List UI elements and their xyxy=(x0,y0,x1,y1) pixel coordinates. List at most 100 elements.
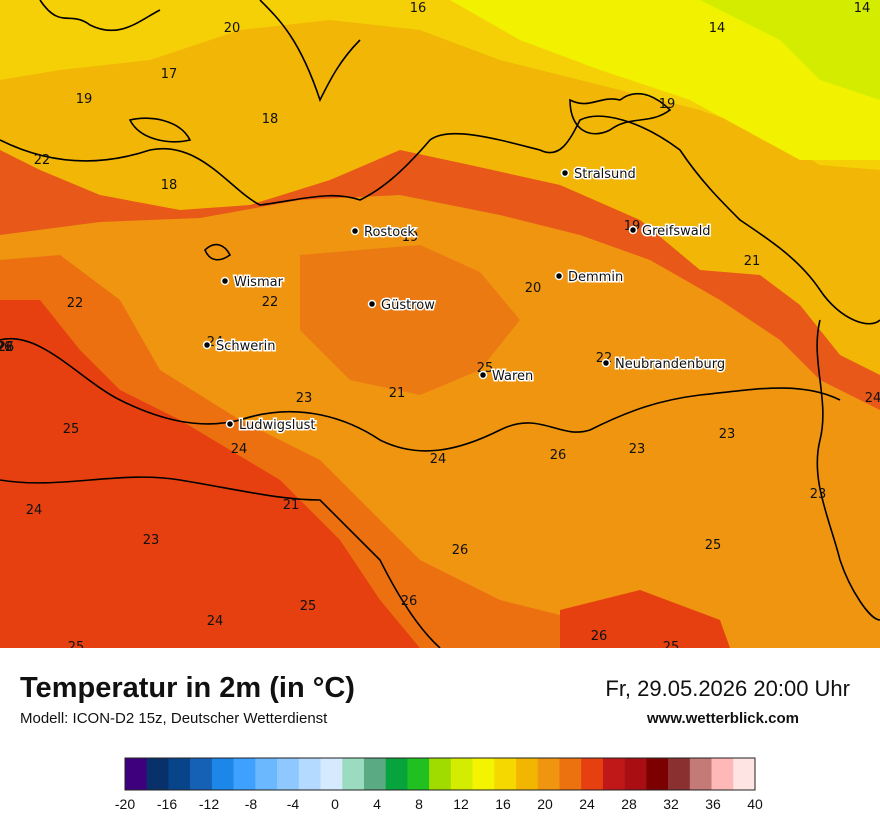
scale-swatch xyxy=(733,758,756,790)
city-label-ludwigslust: Ludwigslust xyxy=(239,418,316,433)
scale-swatch xyxy=(211,758,234,790)
scale-swatch xyxy=(450,758,473,790)
scale-tick-label: 36 xyxy=(705,796,721,812)
city-label-waren: Waren xyxy=(492,369,533,384)
value-label: 23 xyxy=(719,427,736,442)
value-label: 22 xyxy=(0,340,13,355)
city-marker-greifswald xyxy=(628,225,638,235)
value-label: 25 xyxy=(63,422,80,437)
city-marker-schwerin xyxy=(202,340,212,350)
scale-tick-label: -20 xyxy=(115,796,135,812)
value-label: 26 xyxy=(550,448,567,463)
scale-tick-label: 8 xyxy=(415,796,423,812)
city-label-wismar: Wismar xyxy=(234,275,284,290)
value-label: 26 xyxy=(452,543,469,558)
scale-swatch xyxy=(407,758,430,790)
city-marker-güstrow xyxy=(367,299,377,309)
temperature-color-scale: -20 -16 -12 -8 -4 0 4 8 12 16 20 24 28 32 36 40 xyxy=(115,757,763,812)
value-label: 22 xyxy=(34,153,51,168)
scale-tick-label: 32 xyxy=(663,796,679,812)
value-label: 25 xyxy=(300,599,317,614)
city-marker-wismar xyxy=(220,276,230,286)
scale-swatch xyxy=(363,758,386,790)
scale-swatch xyxy=(233,758,256,790)
value-label: 26 xyxy=(401,594,418,609)
scale-tick-label: 4 xyxy=(373,796,381,812)
model-info: Modell: ICON-D2 15z, Deutscher Wetterdie… xyxy=(20,710,328,727)
coastlines-borders xyxy=(0,0,880,648)
scale-swatch xyxy=(125,758,148,790)
scale-swatch xyxy=(168,758,191,790)
city-markers: Stralsund Rostock Greifswald Wismar Demmin Gü… xyxy=(202,166,727,435)
city-label-demmin: Demmin xyxy=(568,270,623,285)
scale-swatch xyxy=(146,758,169,790)
value-label: 25 xyxy=(663,640,680,648)
temperature-map: 1614142017191819221819192120222225222423… xyxy=(0,0,880,648)
value-label: 23 xyxy=(143,533,160,548)
city-marker-waren xyxy=(478,370,488,380)
scale-swatch xyxy=(255,758,278,790)
scale-swatch xyxy=(537,758,560,790)
scale-tick-label: -8 xyxy=(245,796,258,812)
scale-tick-label: -16 xyxy=(157,796,177,812)
map-title: Temperatur in 2m (in °C) xyxy=(20,672,355,704)
scale-swatch xyxy=(320,758,343,790)
scale-swatch xyxy=(494,758,517,790)
city-marker-stralsund xyxy=(560,168,570,178)
forecast-datetime: Fr, 29.05.2026 20:00 Uhr xyxy=(605,676,850,701)
scale-tick-label: -4 xyxy=(287,796,300,812)
city-marker-neubrandenburg xyxy=(601,358,611,368)
value-label: 22 xyxy=(262,295,279,310)
scale-swatch xyxy=(624,758,647,790)
scale-tick-label: -12 xyxy=(199,796,219,812)
value-label: 24 xyxy=(865,391,880,406)
scale-swatch xyxy=(689,758,712,790)
scale-tick-labels: -20 -16 -12 -8 -4 0 4 8 12 16 20 24 28 32 36 40 xyxy=(115,796,763,812)
website-link[interactable]: www.wetterblick.com xyxy=(647,710,799,727)
scale-tick-label: 28 xyxy=(621,796,637,812)
value-label: 18 xyxy=(262,112,279,127)
scale-swatch xyxy=(298,758,321,790)
city-label-greifswald: Greifswald xyxy=(642,224,711,239)
scale-swatch xyxy=(385,758,408,790)
city-marker-ludwigslust xyxy=(225,419,235,429)
value-label: 19 xyxy=(659,97,676,112)
value-label: 26 xyxy=(0,340,14,355)
value-label: 23 xyxy=(810,487,827,502)
city-marker-demmin xyxy=(554,271,564,281)
scale-tick-label: 0 xyxy=(331,796,339,812)
city-label-stralsund: Stralsund xyxy=(574,167,636,182)
value-label: 21 xyxy=(389,386,406,401)
scale-swatch xyxy=(472,758,495,790)
value-label: 24 xyxy=(207,614,224,629)
scale-tick-label: 24 xyxy=(579,796,595,812)
value-label: 25 xyxy=(705,538,722,553)
value-label: 21 xyxy=(283,498,300,513)
scale-swatch xyxy=(342,758,365,790)
city-label-neubrandenburg: Neubrandenburg xyxy=(615,357,725,372)
value-label: 17 xyxy=(161,67,178,82)
scale-swatch xyxy=(581,758,604,790)
city-label-schwerin: Schwerin xyxy=(216,339,275,354)
value-label: 24 xyxy=(231,442,248,457)
value-label: 20 xyxy=(525,281,542,296)
scale-tick-label: 40 xyxy=(747,796,763,812)
scale-swatch xyxy=(646,758,669,790)
value-label: 19 xyxy=(76,92,93,107)
value-label: 26 xyxy=(591,629,608,644)
value-label: 19 xyxy=(402,230,419,245)
scale-swatch xyxy=(190,758,213,790)
value-label: 24 xyxy=(26,503,43,518)
scale-tick-label: 20 xyxy=(537,796,553,812)
scale-swatch xyxy=(668,758,691,790)
value-label: 22 xyxy=(67,296,84,311)
scale-swatches xyxy=(124,757,756,791)
value-label: 23 xyxy=(296,391,313,406)
value-label: 25 xyxy=(68,640,85,648)
scale-border xyxy=(124,757,756,791)
scale-swatch xyxy=(429,758,452,790)
scale-tick-label: 12 xyxy=(453,796,469,812)
scale-swatch xyxy=(516,758,539,790)
temperature-value-labels: 1614142017191819221819192120222225222423… xyxy=(0,1,880,648)
city-label-güstrow: Güstrow xyxy=(381,298,435,313)
